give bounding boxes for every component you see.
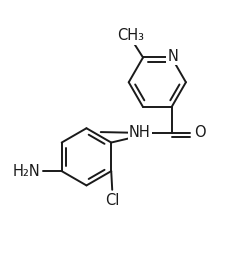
Text: O: O: [194, 125, 205, 140]
Text: H₂N: H₂N: [13, 164, 40, 179]
Text: CH₃: CH₃: [117, 28, 144, 43]
Text: NH: NH: [129, 125, 151, 140]
Text: N: N: [167, 49, 178, 64]
Text: Cl: Cl: [105, 193, 120, 208]
